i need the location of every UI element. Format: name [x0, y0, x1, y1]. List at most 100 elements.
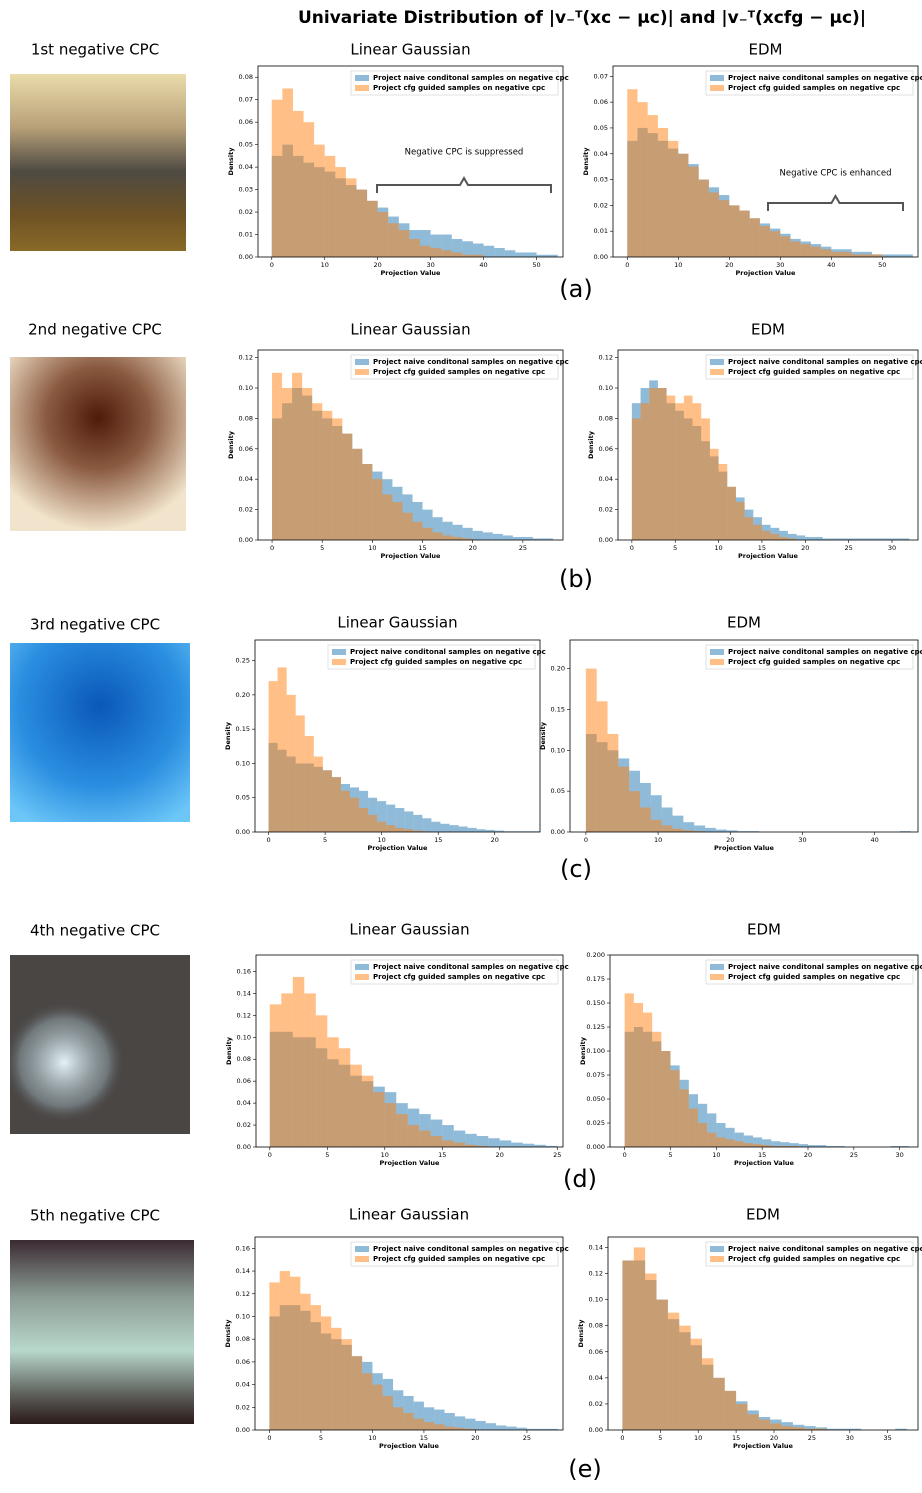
histogram-bar [441, 234, 452, 257]
histogram-bar [701, 1358, 714, 1430]
legend-label: Project naive conditonal samples on nega… [728, 963, 922, 971]
histogram-bar [472, 254, 484, 257]
y-axis-label: Density [577, 1319, 585, 1348]
x-tick-label: 15 [434, 836, 442, 844]
chart-title: Linear Gaussian [350, 321, 470, 339]
y-tick-label: 0.02 [594, 201, 608, 209]
histogram-bar [413, 814, 423, 832]
legend-label: Project naive conditonal samples on nega… [373, 74, 569, 82]
histogram-bar [672, 828, 684, 832]
histogram-bar [657, 127, 669, 257]
x-tick-label: 5 [668, 1151, 672, 1159]
histogram-bar [292, 372, 303, 540]
y-tick-label: 0.15 [551, 705, 565, 713]
cpc-image-highlight [10, 955, 190, 1134]
histogram-bar [372, 479, 383, 540]
y-tick-label: 0.10 [239, 384, 253, 392]
histogram-bar [442, 1140, 454, 1147]
y-tick-label: 0.00 [599, 536, 613, 544]
legend-label: Project cfg guided samples on negative c… [728, 368, 900, 376]
y-tick-label: 0.075 [586, 1071, 605, 1079]
histogram-bar [683, 395, 693, 540]
axes-frame [617, 349, 919, 541]
y-tick-label: 0.25 [236, 657, 250, 665]
histogram-bar [780, 1146, 790, 1147]
histogram-bar [430, 234, 442, 257]
histogram-bar [808, 1145, 818, 1147]
histogram-bar [899, 831, 911, 832]
histogram-bar [780, 236, 791, 257]
chart-title: EDM [751, 321, 785, 339]
y-axis-label: Density [227, 147, 235, 176]
histogram-bar [725, 1139, 735, 1147]
histogram-bar [851, 254, 862, 257]
histogram-bar [631, 418, 641, 540]
histogram-bar [668, 140, 679, 257]
histogram-bar [534, 1144, 546, 1147]
histogram-bar [678, 153, 689, 257]
histogram-bar [798, 1144, 808, 1147]
x-axis-label: Projection Value [736, 269, 797, 277]
legend-swatch [355, 369, 369, 375]
histogram-bar [434, 1409, 445, 1430]
histogram-bar [522, 536, 533, 540]
histogram-bar [800, 244, 811, 257]
legend-label: Project naive conditonal samples on nega… [350, 648, 546, 656]
histogram-bar [618, 766, 630, 832]
y-tick-label: 0.06 [594, 98, 608, 106]
histogram-bar [268, 681, 278, 832]
legend-label: Project naive conditonal samples on nega… [373, 963, 569, 971]
histogram-bar [451, 239, 463, 257]
histogram-bar [451, 252, 463, 257]
x-tick-label: 20 [374, 261, 382, 269]
histogram-bar [734, 1141, 744, 1147]
legend-label: Project naive conditonal samples on nega… [728, 358, 922, 366]
legend-swatch [332, 659, 346, 665]
histogram-bar [585, 668, 597, 832]
histogram-bar [506, 1426, 517, 1430]
legend-swatch [355, 1246, 369, 1252]
histogram-bar [688, 166, 699, 257]
y-tick-label: 0.08 [236, 1335, 250, 1343]
x-tick-label: 50 [878, 261, 886, 269]
histogram-bar [707, 1132, 717, 1147]
histogram-bar [444, 1426, 455, 1430]
histogram-bar [645, 1273, 657, 1430]
histogram-bar [386, 825, 396, 832]
histogram-bar [762, 1145, 772, 1147]
y-tick-label: 0.04 [599, 475, 613, 483]
histogram-bar [718, 464, 728, 540]
histogram-bar [787, 538, 797, 540]
y-tick-label: 0.04 [236, 1381, 250, 1389]
histogram-bar [902, 254, 913, 257]
histogram-bar [476, 1136, 489, 1147]
panel-label: (a) [559, 275, 592, 303]
x-axis-label: Projection Value [380, 1159, 441, 1167]
histogram-bar [475, 1420, 486, 1430]
histogram-bar [453, 1142, 466, 1147]
histogram-bar [350, 1064, 362, 1147]
histogram-bar [744, 517, 754, 540]
legend-swatch [332, 649, 346, 655]
histogram-bar [547, 254, 558, 257]
histogram-bar [465, 1144, 477, 1147]
histogram-bar [735, 502, 745, 540]
histogram-bar [377, 212, 389, 257]
y-tick-label: 0.00 [594, 253, 608, 261]
histogram-bar [430, 248, 442, 257]
histogram-bar [698, 1123, 708, 1147]
histogram-bar [441, 250, 452, 257]
histogram-bar [512, 536, 523, 540]
histogram-bar [403, 1412, 414, 1430]
histogram-bar [759, 226, 771, 257]
histogram-bar [736, 1403, 748, 1430]
histogram-bar [753, 524, 762, 540]
legend-box [705, 1241, 914, 1267]
y-tick-label: 0.07 [594, 72, 608, 80]
chart-title: EDM [727, 614, 761, 632]
x-tick-label: 0 [630, 544, 634, 552]
histogram-bar [624, 993, 634, 1147]
histogram-bar [342, 433, 353, 540]
y-tick-label: 0.12 [236, 1290, 250, 1298]
histogram-bar [279, 1271, 291, 1430]
